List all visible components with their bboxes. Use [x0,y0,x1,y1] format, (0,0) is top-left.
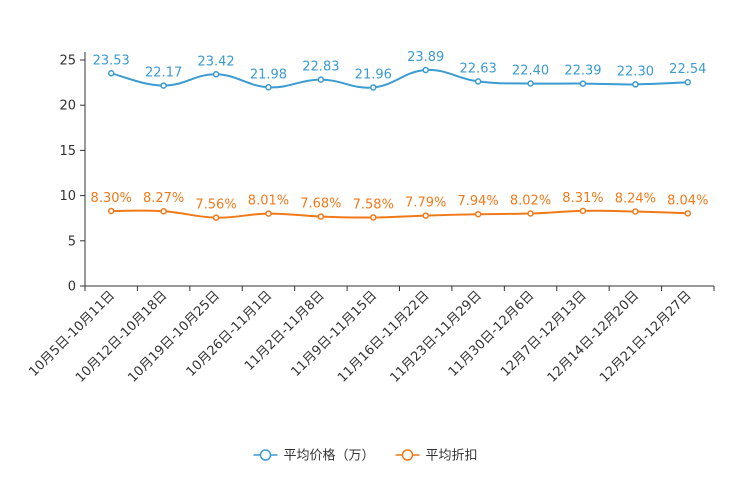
data-point [265,210,272,217]
data-label: 7.58% [353,197,394,212]
data-label: 22.39 [564,64,601,79]
data-label: 23.89 [407,50,444,65]
legend-marker-icon [401,449,414,461]
data-label: 8.24% [615,192,656,207]
y-tick-label: 25 [59,54,76,69]
legend-marker-icon [259,449,272,461]
data-label: 21.98 [250,67,287,82]
data-point [684,78,692,86]
series-line [111,209,688,219]
x-category-label: 11月16日-11月22日 [335,288,432,385]
data-point [422,212,429,219]
data-label: 21.96 [355,67,392,82]
data-label: 22.63 [460,61,497,76]
data-point [632,81,639,88]
data-label: 22.83 [302,60,339,75]
legend-item-average-price[interactable]: 平均价格（万） [253,448,375,464]
data-point [160,82,167,89]
data-label: 23.53 [93,53,130,68]
data-label: 8.27% [143,191,184,206]
data-label: 8.01% [248,194,289,209]
data-point [370,214,377,221]
data-label: 7.56% [195,198,236,213]
x-category-label: 10月12日-10月18日 [73,288,170,385]
data-point [212,71,220,78]
data-point [370,84,377,91]
legend-item-average-discount[interactable]: 平均折扣 [395,449,478,464]
data-point [527,80,534,87]
x-category-label: 10月19日-10月25日 [125,288,222,385]
y-tick-label: 15 [59,144,76,159]
x-category-label: 12月21日-12月27日 [597,288,694,385]
data-point [684,210,692,217]
series-average-price: 23.53 22.17 23.42 21.98 22.83 21.96 23.89 22.63… [93,50,706,91]
y-tick-label: 5 [68,234,76,249]
data-label: 7.94% [457,194,498,209]
data-label: 22.54 [669,62,706,77]
data-point [474,210,482,218]
data-label: 22.17 [145,66,182,81]
data-label: 8.04% [667,193,708,208]
data-point [317,213,325,220]
legend-label: 平均价格（万） [284,448,375,464]
data-point [632,208,639,215]
series-line [110,69,688,89]
data-point [579,80,587,87]
data-point [317,76,325,83]
data-point [474,78,482,85]
data-point [527,210,534,217]
data-point [422,66,429,74]
data-label: 23.42 [197,54,234,69]
legend[interactable]: 平均价格（万） 平均折扣 [253,448,478,464]
y-tick-label: 20 [59,99,76,114]
data-point [107,207,115,215]
data-label: 22.40 [512,64,549,79]
data-point [265,84,272,91]
legend-label: 平均折扣 [426,449,478,464]
x-category-label: 10月5日-10月11日 [26,288,118,380]
data-label: 22.30 [617,64,654,79]
y-tick-label: 10 [59,189,76,204]
y-tick-label: 0 [68,280,76,295]
data-label: 8.30% [91,191,132,206]
series-average-discount: 8.30% 8.27% 7.56% 8.01% 7.68% 7.58% 7.79% 7.94%… [91,191,708,221]
data-point [579,207,587,215]
series-layer: 23.53 22.17 23.42 21.98 22.83 21.96 23.89 22.63… [91,50,708,221]
data-label: 7.79% [405,196,446,211]
x-category-label: 11月23日-11月29日 [387,288,484,385]
data-label: 8.31% [562,191,603,206]
x-category-label: 12月14日-12月20日 [545,288,642,385]
data-point [107,70,115,77]
axes: 0 5 10 15 20 25 10月5日-10月11日10月12日-10月18日10月19… [26,52,715,386]
data-point [212,214,220,221]
data-label: 8.02% [510,193,551,208]
data-label: 7.68% [300,197,341,212]
data-point [160,207,167,215]
